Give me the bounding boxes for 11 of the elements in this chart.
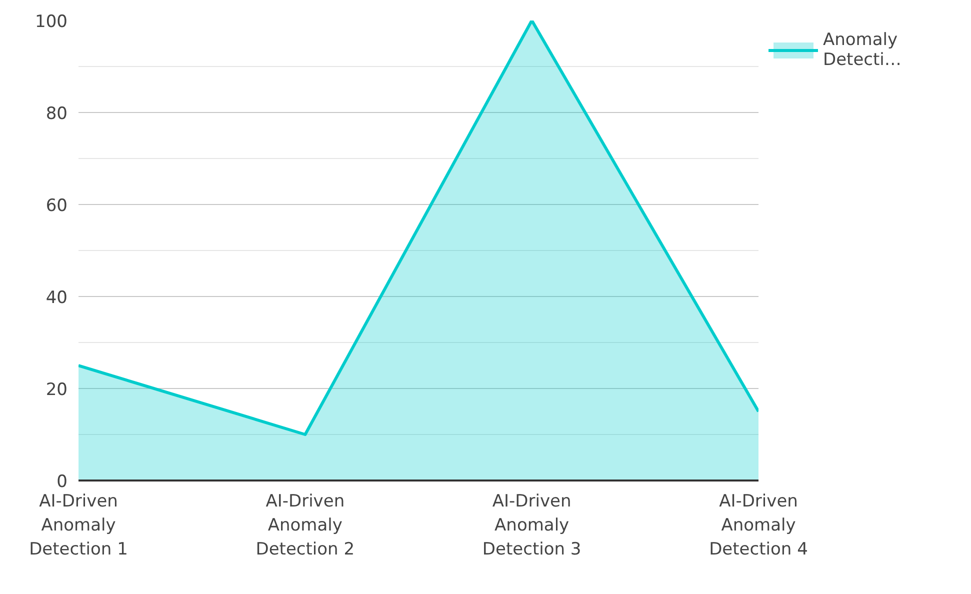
y-tick-label: 40 xyxy=(46,288,68,308)
y-tick-label: 80 xyxy=(46,104,68,124)
x-tick-label: AI-Driven Anomaly Detection 4 xyxy=(709,492,808,560)
y-tick-label: 60 xyxy=(46,196,68,216)
y-tick-label: 20 xyxy=(46,380,68,400)
legend-label: Anomaly Detecti… xyxy=(823,30,902,70)
x-tick-label: AI-Driven Anomaly Detection 1 xyxy=(29,492,128,560)
x-tick-label: AI-Driven Anomaly Detection 3 xyxy=(482,492,582,560)
x-tick-label: AI-Driven Anomaly Detection 2 xyxy=(256,492,355,560)
y-tick-label: 0 xyxy=(56,472,68,492)
y-tick-label: 100 xyxy=(35,12,68,32)
